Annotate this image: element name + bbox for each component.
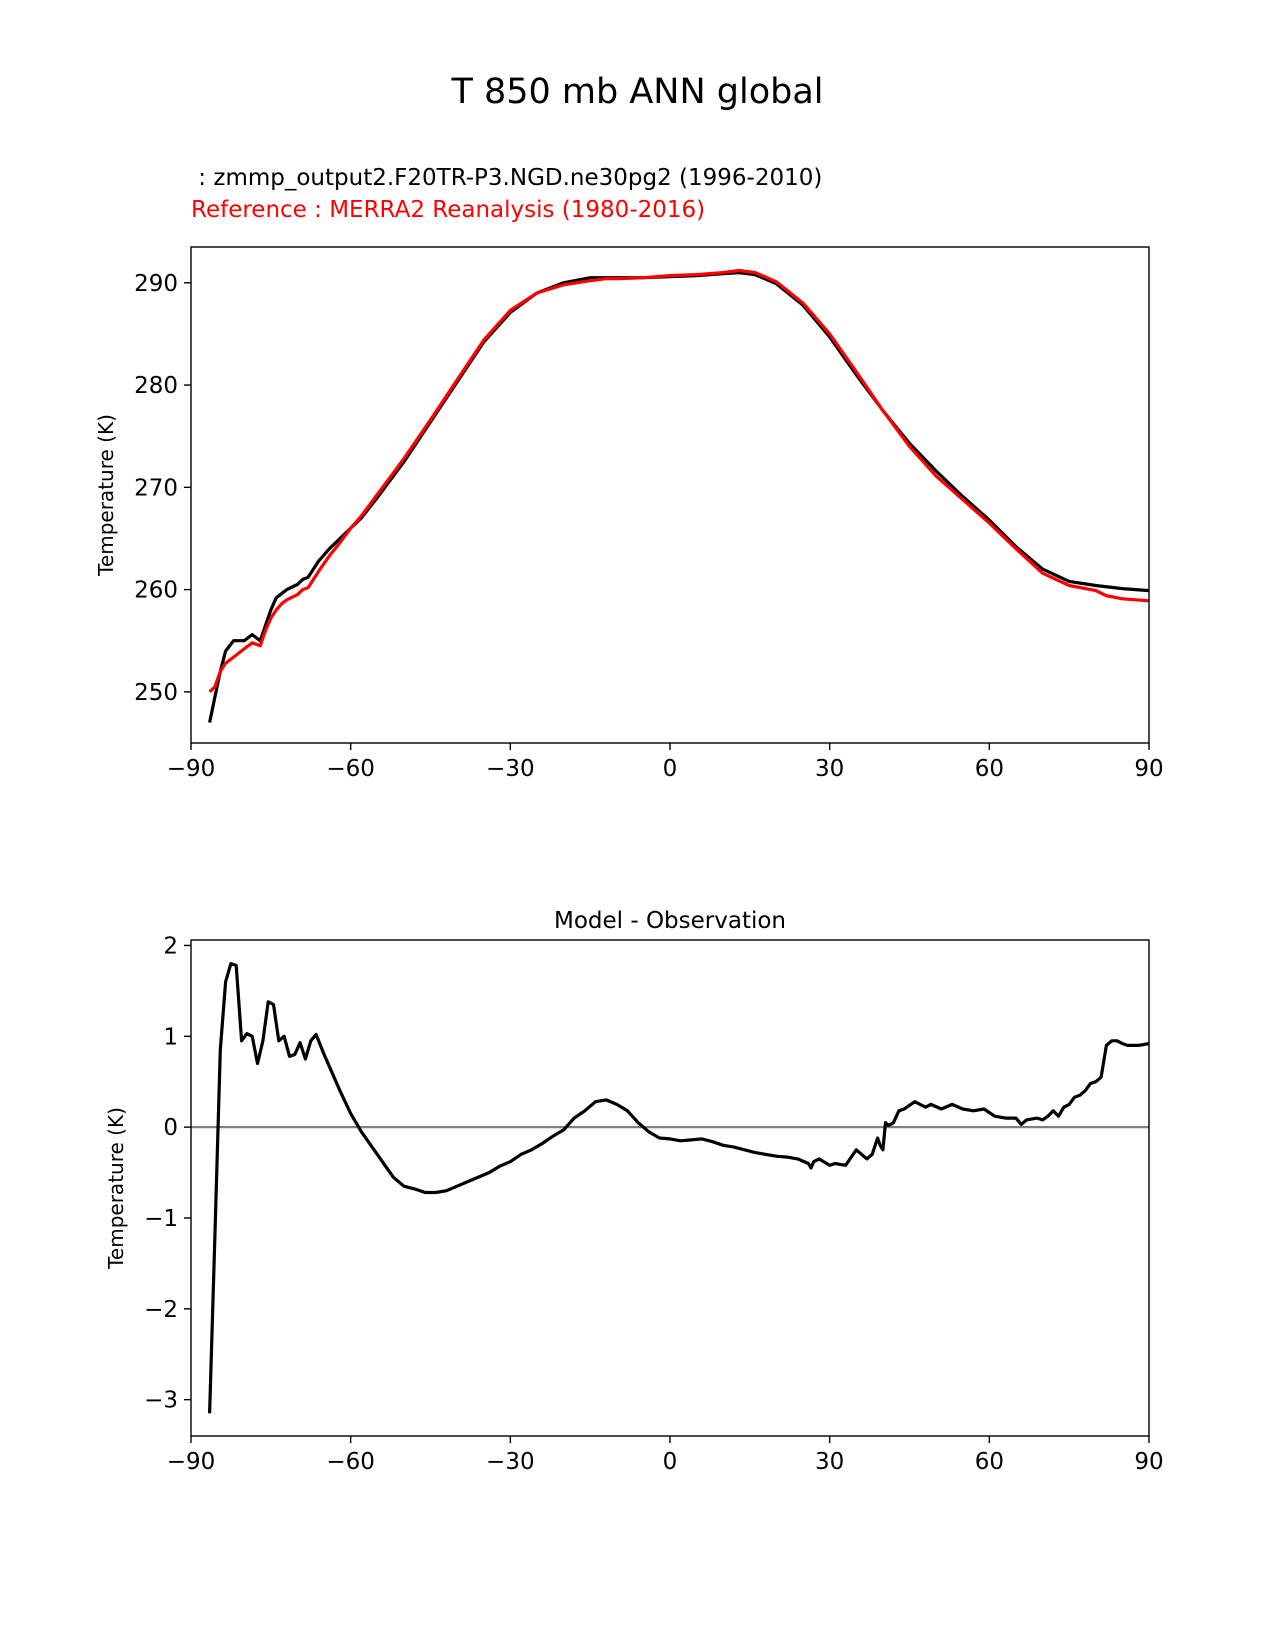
y-tick-label: 260 (134, 578, 178, 604)
x-tick-label: −30 (486, 1449, 535, 1475)
y-tick-label: 0 (163, 1115, 178, 1141)
x-tick-label: 30 (815, 1449, 844, 1475)
x-tick-label: −90 (167, 756, 216, 782)
series-line-difference (208, 961, 1149, 1414)
x-tick-label: 0 (663, 1449, 678, 1475)
x-tick-label: 30 (815, 756, 844, 782)
y-tick-label: 1 (163, 1024, 178, 1050)
x-tick-label: 0 (663, 756, 678, 782)
y-tick-label: −2 (144, 1297, 178, 1323)
x-tick-label: −90 (167, 1449, 216, 1475)
y-tick-label: −1 (144, 1206, 178, 1232)
axes-frame (190, 246, 1150, 744)
y-tick-label: 280 (134, 373, 178, 399)
series-line-test (208, 271, 1149, 723)
y-tick-label: 2 (163, 933, 178, 959)
y-tick-label: −3 (144, 1388, 178, 1414)
y-axis-label: Temperature (K) (94, 414, 118, 577)
axes-frame (190, 939, 1150, 1437)
top-panel-temperature: −90 −60 −30 0 30 60 90 250 260 270 280 290 Temperatu… (94, 246, 1164, 782)
x-tick-label: −30 (486, 756, 535, 782)
x-tick-label: 60 (975, 756, 1004, 782)
panel-title: Model - Observation (554, 908, 786, 934)
y-tick-label: 250 (134, 680, 178, 706)
x-tick-label: 90 (1134, 756, 1163, 782)
x-tick-label: −60 (326, 756, 375, 782)
reference-case-label: Reference : MERRA2 Reanalysis (1980-2016… (191, 197, 706, 223)
y-tick-label: 270 (134, 475, 178, 501)
x-tick-label: 90 (1134, 1449, 1163, 1475)
test-case-label: : zmmp_output2.F20TR-P3.NGD.ne30pg2 (199… (191, 165, 823, 191)
x-tick-label: −60 (326, 1449, 375, 1475)
y-tick-label: 290 (134, 271, 178, 297)
x-tick-label: 60 (975, 1449, 1004, 1475)
series-line-reference (208, 268, 1149, 694)
bottom-panel-difference: −90 −60 −30 0 30 60 90 −3 −2 −1 0 1 2 Temperature (K)… (104, 908, 1164, 1475)
figure-title: T 850 mb ANN global (451, 72, 824, 112)
y-axis-label: Temperature (K) (104, 1107, 128, 1270)
